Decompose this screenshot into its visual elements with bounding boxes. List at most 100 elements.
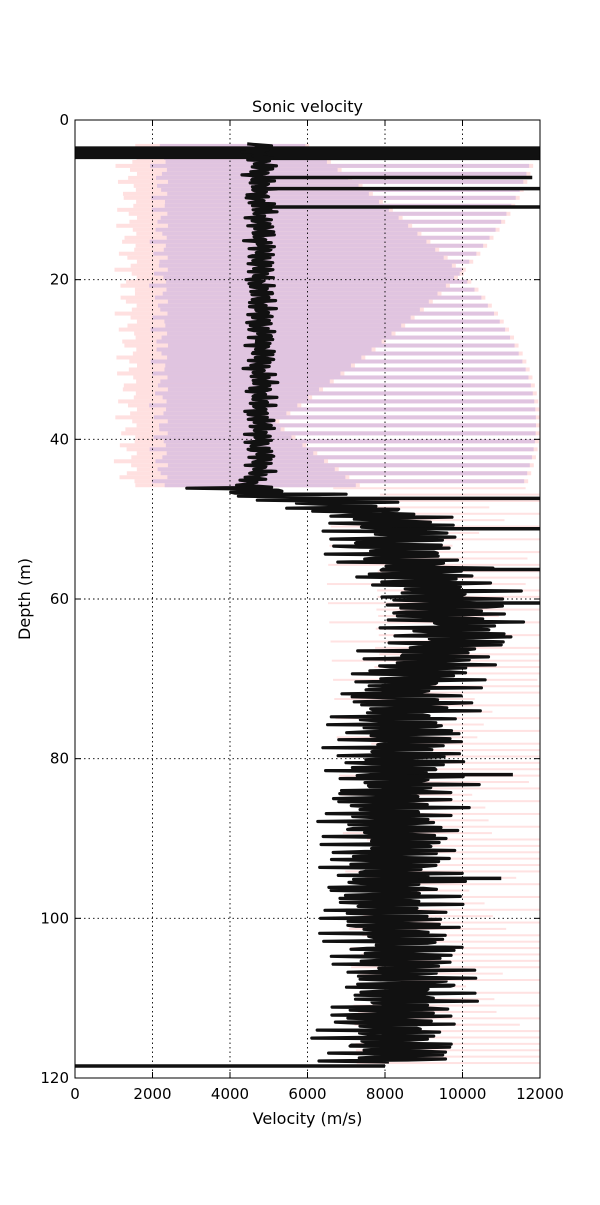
band-pink (378, 551, 540, 554)
x-tick-label: 8000 (366, 1085, 404, 1103)
x-tick-label: 6000 (288, 1085, 326, 1103)
band-pink (383, 844, 540, 847)
band-pink (384, 921, 540, 924)
band-purple (160, 379, 330, 384)
main-trace (185, 142, 526, 1064)
band-purple (153, 251, 477, 256)
band-purple (163, 247, 436, 252)
band-purple (167, 223, 409, 228)
band-purple (166, 279, 468, 284)
band-purple (160, 215, 399, 220)
band-pink (379, 493, 540, 496)
band-pink (374, 519, 505, 522)
axis-ticks: 0 2000 4000 6000 8000 10000 12000 0 20 40 60 80 100 1… (40, 111, 564, 1103)
band-purple (162, 455, 532, 460)
band-purple (165, 323, 402, 328)
band-pink (333, 487, 526, 490)
band-purple (166, 399, 535, 404)
band-purple (155, 227, 496, 232)
band-purple (156, 339, 382, 344)
band-purple (167, 387, 320, 392)
band-pink (383, 825, 540, 828)
band-pink (345, 870, 540, 873)
band-purple (167, 419, 276, 424)
spike-lines (75, 146, 540, 1068)
band-pink (381, 729, 540, 732)
band-purple (152, 371, 341, 376)
band-purple (158, 423, 536, 428)
band-purple (161, 171, 527, 176)
band-purple (158, 303, 488, 308)
band-purple (167, 211, 507, 216)
band-purple (166, 235, 490, 240)
band-purple (167, 431, 536, 436)
band-pink (380, 691, 540, 694)
x-tick-label: 4000 (211, 1085, 249, 1103)
band-purple (167, 191, 369, 196)
band-pink (382, 787, 540, 790)
band-purple (160, 471, 528, 476)
band-pink (372, 704, 540, 707)
y-tick-label: 60 (50, 590, 69, 608)
band-pink (383, 864, 540, 867)
band-purple (153, 435, 292, 440)
band-purple (165, 199, 379, 204)
band-purple (162, 291, 438, 296)
band-purple (167, 375, 529, 380)
band-purple (150, 327, 506, 332)
band-purple (162, 231, 418, 236)
band-purple (160, 307, 420, 312)
band-pink (331, 506, 490, 509)
band-pink (347, 908, 540, 911)
band-pink (382, 768, 540, 771)
band-purple (167, 331, 392, 336)
y-axis-label: Depth (m) (15, 558, 34, 640)
band-pink (366, 857, 540, 860)
band-purple (166, 287, 475, 292)
band-purple (167, 179, 524, 184)
band-purple (166, 451, 314, 456)
band-pink (375, 538, 540, 541)
band-purple (167, 463, 530, 468)
band-pink (351, 966, 540, 969)
band-purple (167, 255, 444, 260)
band-pink (369, 781, 529, 784)
band-pink (342, 832, 492, 835)
band-pink (371, 742, 540, 745)
band-purple (155, 459, 325, 464)
band-purple (161, 335, 511, 340)
velocity-trace-line (185, 142, 526, 1064)
x-tick-label: 2000 (133, 1085, 171, 1103)
chart-title: Sonic velocity (252, 97, 363, 116)
band-purple (152, 315, 411, 320)
band-purple (159, 143, 306, 148)
band-purple (163, 275, 454, 280)
band-pink (384, 1017, 540, 1020)
band-purple (159, 427, 281, 432)
y-tick-label: 40 (50, 430, 69, 448)
y-tick-label: 80 (50, 750, 69, 768)
spike-block (75, 146, 540, 160)
band-purple (150, 359, 523, 364)
band-purple (154, 271, 460, 276)
band-purple (149, 283, 446, 288)
band-pink (366, 838, 540, 841)
band-pink (355, 1049, 540, 1052)
y-tick-label: 120 (40, 1069, 69, 1087)
band-purple (151, 195, 516, 200)
y-tick-label: 100 (40, 909, 69, 927)
band-pink (374, 500, 540, 503)
band-pink (384, 959, 540, 962)
band-purple (155, 391, 533, 396)
y-tick-label: 20 (50, 271, 69, 289)
band-purple (164, 367, 526, 372)
band-purple (154, 295, 482, 300)
x-tick-label: 0 (70, 1085, 80, 1103)
band-pink (379, 512, 540, 515)
band-purple (158, 263, 452, 268)
band-purple (165, 243, 484, 248)
band-purple (159, 259, 470, 264)
band-purple (167, 343, 515, 348)
